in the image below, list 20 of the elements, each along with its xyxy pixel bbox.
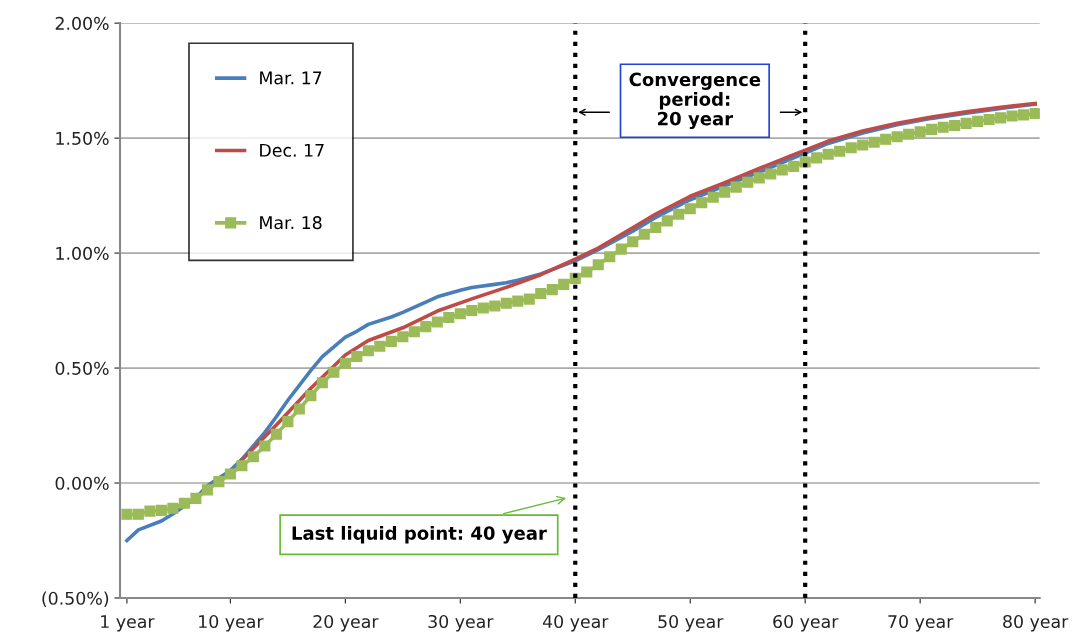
x-tick-label: 70 year bbox=[888, 614, 954, 632]
y-tick-label: (0.50%) bbox=[42, 591, 109, 607]
x-tick-label: 40 year bbox=[542, 614, 609, 632]
legend-label: Dec. 17 bbox=[260, 143, 324, 157]
y-tick-label: 1.50% bbox=[56, 131, 109, 145]
y-tick-label: 2.00% bbox=[55, 16, 109, 30]
x-tick-label: 30 year bbox=[428, 614, 494, 632]
x-tick-label: 60 year bbox=[773, 614, 839, 632]
legend-label: Mar. 17 bbox=[260, 71, 322, 85]
annotation: Convergence period: 20 year bbox=[629, 72, 761, 130]
x-tick-label: 80 year bbox=[1003, 614, 1069, 632]
x-tick-label: 1 year bbox=[101, 615, 155, 632]
legend-label: Mar. 18 bbox=[260, 216, 322, 230]
annotation: Last liquid point: 40 year bbox=[292, 525, 547, 544]
y-tick-label: 0.00% bbox=[55, 476, 109, 490]
y-tick-label: 1.00% bbox=[56, 246, 109, 260]
y-tick-label: 0.50% bbox=[55, 361, 109, 375]
x-tick-label: 20 year bbox=[313, 614, 379, 632]
x-tick-label: 50 year bbox=[658, 614, 724, 632]
x-tick-label: 10 year bbox=[199, 614, 264, 632]
